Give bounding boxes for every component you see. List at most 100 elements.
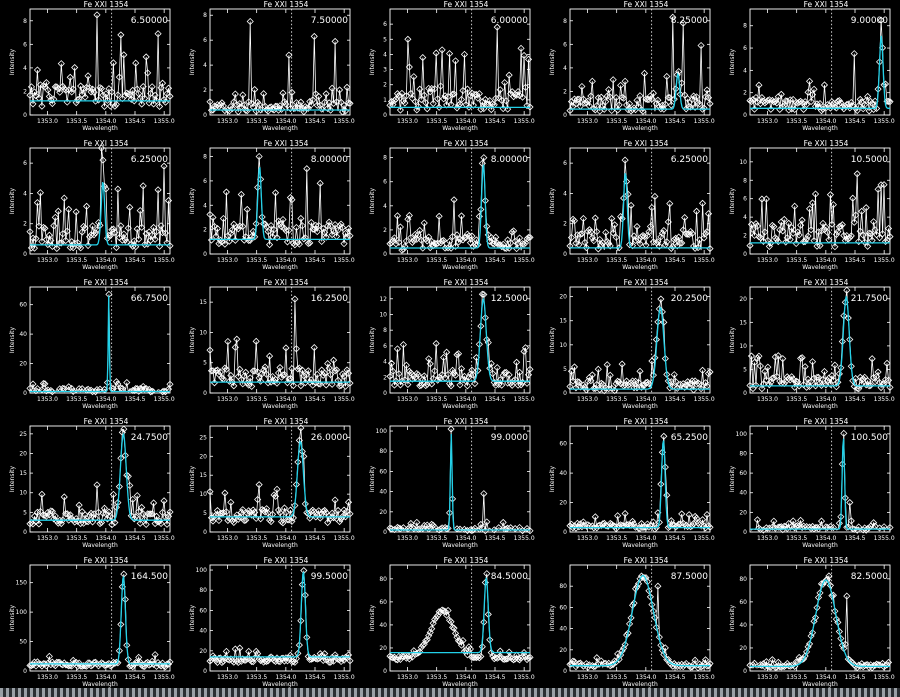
- data-point: [224, 337, 232, 346]
- x-tick-label: 1355.0: [694, 257, 715, 264]
- y-axis-label: Intensity: [549, 465, 556, 492]
- data-point: [72, 208, 80, 216]
- data-point: [871, 378, 879, 386]
- data-point: [274, 106, 283, 114]
- data-point: [630, 384, 638, 392]
- y-tick-label: 10: [559, 342, 567, 349]
- data-point: [133, 492, 141, 500]
- data-point: [30, 512, 39, 520]
- data-point: [221, 240, 229, 248]
- peak-intensity-label: 84.5000: [491, 572, 528, 582]
- data-point: [138, 100, 146, 108]
- data-point: [277, 223, 286, 231]
- data-point: [51, 512, 59, 520]
- peak-intensity-label: 99.5000: [311, 572, 348, 582]
- data-point: [402, 237, 410, 245]
- data-point: [94, 508, 103, 516]
- data-point: [761, 663, 769, 671]
- data-point: [346, 657, 354, 665]
- y-tick-label: 20: [739, 645, 747, 652]
- data-point: [685, 230, 693, 238]
- data-point: [521, 83, 530, 91]
- x-tick-label: 1353.0: [217, 674, 238, 681]
- data-point: [594, 94, 602, 102]
- data-point: [26, 520, 34, 528]
- data-point: [251, 508, 259, 517]
- data-point: [156, 102, 164, 111]
- plot-frame: [749, 8, 891, 116]
- data-point: [523, 235, 531, 243]
- y-tick-label: 0: [563, 529, 567, 536]
- data-point: [593, 654, 601, 662]
- data-point: [456, 637, 464, 646]
- data-point: [660, 650, 668, 659]
- data-point: [344, 651, 353, 659]
- data-point: [663, 238, 671, 246]
- gaussian-fit-line: [30, 295, 170, 393]
- data-point: [62, 86, 70, 94]
- panel-title: Fe XXI 1354: [264, 0, 309, 9]
- data-point: [435, 212, 443, 220]
- data-point: [645, 587, 653, 595]
- data-point: [841, 640, 849, 648]
- data-point: [148, 510, 156, 518]
- data-point: [282, 508, 290, 517]
- x-tick-label: 1355.0: [874, 674, 895, 681]
- data-point: [808, 358, 817, 366]
- data-point: [432, 339, 440, 348]
- data-point: [109, 225, 117, 233]
- y-tick-label: 10: [199, 329, 207, 336]
- data-point: [579, 518, 587, 526]
- peak-intensity-label: 66.7500: [131, 294, 168, 304]
- data-point: [428, 84, 436, 93]
- gaussian-fit-line: [570, 574, 710, 667]
- data-point: [816, 100, 824, 108]
- data-point: [280, 371, 289, 379]
- y-tick-label: 6: [563, 160, 567, 167]
- data-point: [475, 525, 483, 533]
- y-axis-label: Intensity: [189, 604, 196, 631]
- data-point: [315, 92, 323, 100]
- data-point: [395, 370, 403, 378]
- x-axis-label: Wavelength: [802, 264, 838, 271]
- data-point: [498, 96, 506, 104]
- data-point: [612, 94, 620, 102]
- data-point: [420, 372, 428, 380]
- data-point: [688, 377, 696, 385]
- data-point: [303, 104, 311, 112]
- data-point: [218, 99, 226, 107]
- data-point: [807, 226, 815, 234]
- data-point: [340, 656, 348, 664]
- y-tick-label: 8: [743, 177, 747, 184]
- data-point: [447, 618, 455, 626]
- x-axis-label: Wavelength: [82, 681, 118, 688]
- data-point: [835, 519, 843, 527]
- data-point: [570, 522, 579, 530]
- peak-intensity-label: 8.00000: [311, 155, 348, 165]
- y-tick-label: 0: [563, 668, 567, 675]
- data-point: [114, 659, 122, 667]
- data-point: [108, 88, 116, 96]
- data-point: [142, 230, 150, 238]
- data-point: [874, 368, 882, 376]
- data-point: [501, 369, 509, 377]
- y-tick-label: 0: [203, 112, 207, 119]
- data-point: [865, 382, 873, 390]
- data-point: [469, 101, 477, 109]
- data-point: [42, 79, 50, 87]
- data-point: [884, 658, 893, 666]
- data-point: [408, 238, 416, 247]
- data-point: [336, 222, 344, 230]
- x-tick-label: 1354.5: [125, 674, 146, 681]
- data-point: [330, 356, 338, 364]
- data-point: [35, 520, 43, 528]
- data-point: [390, 381, 399, 389]
- data-point: [331, 651, 339, 659]
- data-point: [505, 71, 513, 79]
- y-tick-label: 0: [383, 668, 387, 675]
- data-point: [33, 66, 42, 74]
- x-tick-label: 1354.0: [635, 396, 656, 403]
- gaussian-fit-line: [750, 296, 890, 387]
